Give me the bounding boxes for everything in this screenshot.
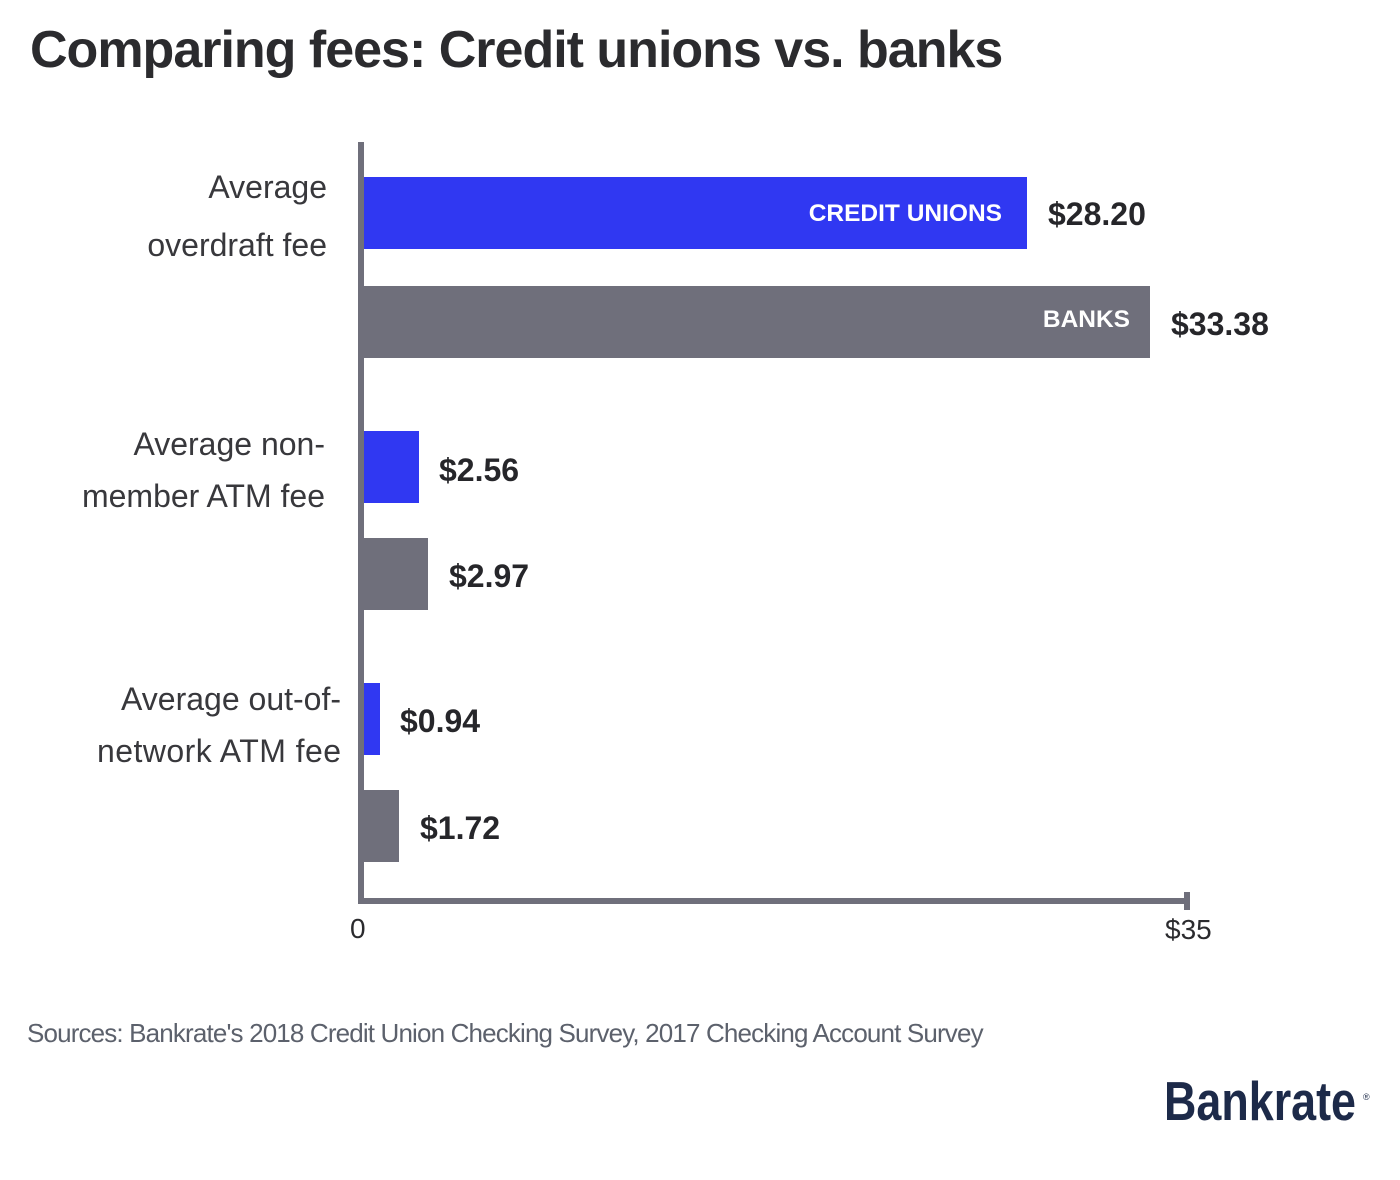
- svg-text:®: ®: [1363, 1092, 1370, 1102]
- svg-text:Bankrate: Bankrate: [1164, 1070, 1356, 1132]
